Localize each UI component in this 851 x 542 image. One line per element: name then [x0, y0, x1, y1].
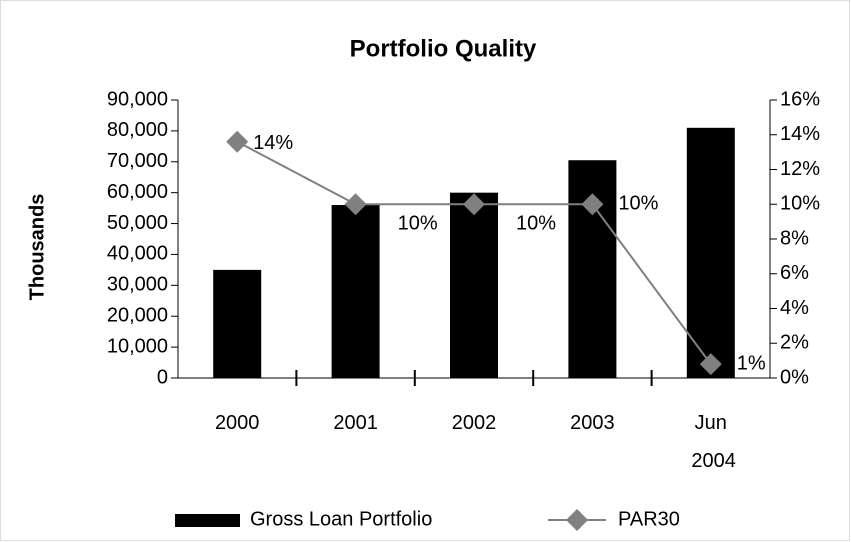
y-tick-label: 40,000 [107, 243, 168, 265]
bar [450, 192, 498, 378]
y-tick-label: 90,000 [107, 88, 168, 110]
y-axis-label: Thousands [26, 194, 48, 301]
x-tick-label: 2000 [215, 412, 260, 434]
legend-label: Gross Loan Portfolio [250, 508, 432, 530]
bar [331, 205, 380, 378]
marker [581, 193, 604, 216]
y2-tick-label: 16% [780, 88, 820, 110]
marker [699, 353, 722, 376]
y-tick-label: 80,000 [107, 119, 168, 141]
y2-tick-label: 14% [780, 123, 820, 145]
y2-tick-label: 10% [780, 193, 820, 215]
y-tick-label: 20,000 [107, 305, 168, 327]
marker [463, 193, 485, 216]
y-tick-label: 30,000 [107, 274, 168, 296]
bar [686, 127, 735, 378]
data-label: 10% [516, 213, 556, 235]
x-tick-label: Jun 2004 [686, 412, 736, 472]
y2-tick-label: 2% [780, 332, 809, 354]
x-tick-label: 2002 [452, 412, 497, 434]
data-label: 1% [737, 352, 766, 374]
legend-swatch [175, 514, 240, 527]
legend-marker [566, 509, 588, 531]
bar [568, 160, 617, 378]
y2-tick-label: 8% [780, 227, 809, 249]
y-tick-label: 50,000 [107, 212, 168, 234]
x-tick-label: 2001 [333, 412, 378, 434]
y2-tick-label: 4% [780, 297, 809, 319]
marker [344, 193, 367, 216]
data-label: 10% [398, 213, 438, 235]
x-tick-label: 2003 [570, 412, 615, 434]
chart-title: Portfolio Quality [350, 35, 537, 62]
y2-tick-label: 6% [780, 262, 809, 284]
data-label: 14% [253, 132, 293, 154]
y2-tick-label: 12% [780, 158, 820, 180]
y-tick-label: 70,000 [107, 150, 168, 172]
bar [213, 269, 262, 378]
y-tick-label: 60,000 [107, 181, 168, 203]
y-tick-label: 10,000 [107, 335, 168, 357]
marker [226, 130, 249, 153]
data-label: 10% [618, 193, 658, 215]
y2-tick-label: 0% [780, 366, 809, 388]
legend-label: PAR30 [618, 508, 680, 530]
y-tick-label: 0 [157, 366, 168, 388]
